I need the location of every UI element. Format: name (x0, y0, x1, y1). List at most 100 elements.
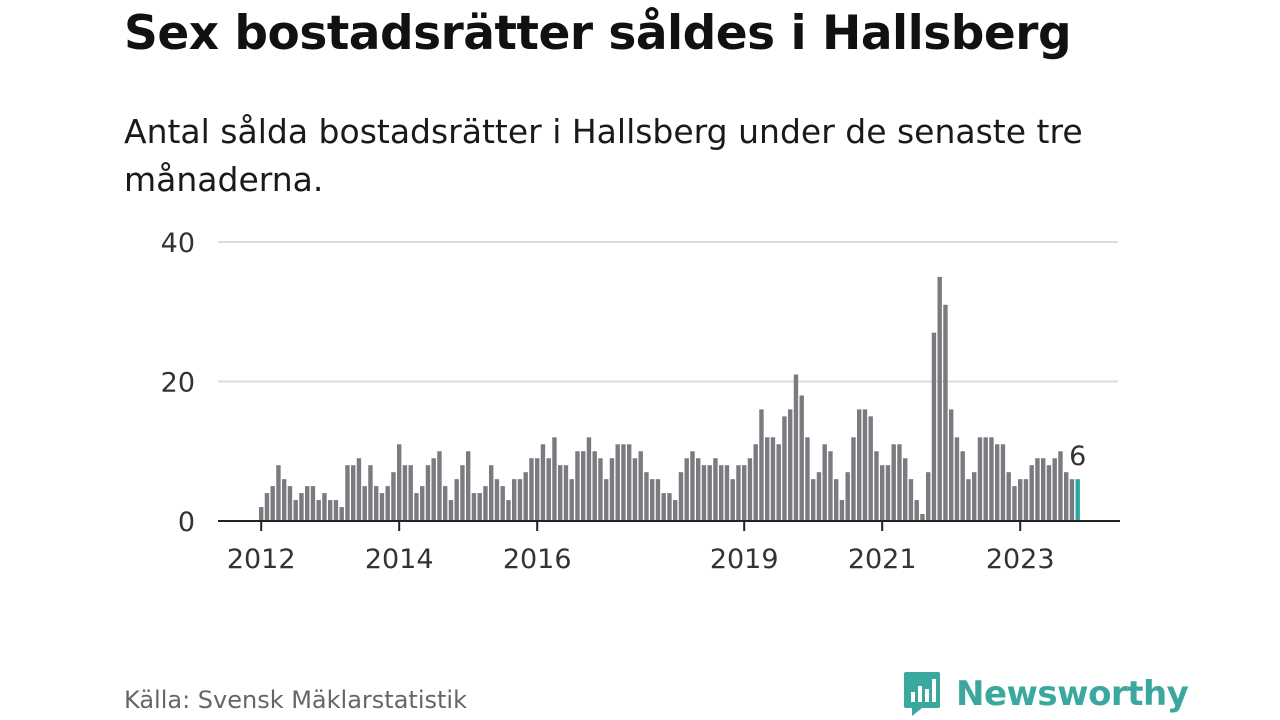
bar (793, 374, 799, 521)
tick-labels: 0 20 40 2012 2014 2016 2019 2021 2023 6 (161, 228, 1087, 575)
bar (1064, 472, 1069, 521)
bar (477, 493, 482, 521)
bar (1000, 444, 1006, 521)
bar (983, 437, 988, 521)
bar (506, 500, 511, 521)
bar (581, 451, 586, 521)
bar (471, 493, 477, 521)
bar (908, 479, 914, 521)
bar (920, 514, 925, 521)
bar (448, 500, 454, 521)
bar (454, 479, 459, 521)
bar (598, 458, 603, 521)
bar (914, 500, 919, 521)
bar-highlight (1075, 479, 1080, 521)
bar (368, 465, 373, 521)
bar (322, 493, 327, 521)
bar (1058, 451, 1063, 521)
bar (276, 465, 281, 521)
bar (1052, 458, 1057, 521)
bar (995, 444, 1000, 521)
bar (811, 479, 816, 521)
bar (862, 409, 868, 521)
bar (782, 416, 787, 521)
bar (943, 304, 948, 521)
source-note: Källa: Svensk Mäklarstatistik (124, 686, 467, 714)
bar (707, 465, 712, 521)
bar (466, 451, 471, 521)
chart-subtitle: Antal sålda bostadsrätter i Hallsberg un… (124, 112, 1083, 199)
bar (356, 458, 362, 521)
bar (857, 409, 862, 521)
bar (926, 472, 931, 521)
bar (408, 465, 413, 521)
bar (845, 472, 850, 521)
bar (460, 465, 465, 521)
bar (529, 458, 534, 521)
bar (776, 444, 781, 521)
bar (897, 444, 902, 521)
bar (1029, 465, 1034, 521)
bar (517, 479, 523, 521)
bar (954, 437, 960, 521)
bar (316, 500, 321, 521)
bar (540, 444, 546, 521)
last-value-label: 6 (1069, 441, 1086, 472)
bar (397, 444, 402, 521)
bar (621, 444, 626, 521)
bar (770, 437, 776, 521)
bar (512, 479, 517, 521)
bar (655, 479, 661, 521)
bar (305, 486, 310, 521)
bar (1023, 479, 1029, 521)
bar (437, 451, 442, 521)
bar (678, 472, 684, 521)
bar (333, 500, 339, 521)
bar (1035, 458, 1040, 521)
bar (644, 472, 649, 521)
bar (287, 486, 293, 521)
bar (552, 437, 557, 521)
bar (713, 458, 718, 521)
bar (673, 500, 678, 521)
bar (690, 451, 695, 521)
bar (402, 465, 408, 521)
bar (1041, 458, 1046, 521)
bar (931, 332, 937, 521)
bar (724, 465, 730, 521)
bar (569, 479, 574, 521)
bar (937, 276, 942, 521)
bar (828, 451, 833, 521)
bar (558, 465, 563, 521)
bar (443, 486, 448, 521)
bar (736, 465, 741, 521)
bar (282, 479, 287, 521)
bar (489, 465, 494, 521)
bar (362, 486, 367, 521)
bar (868, 416, 873, 521)
x-tick-label: 2014 (365, 544, 434, 575)
chart-title: Sex bostadsrätter såldes i Hallsberg (124, 6, 1072, 61)
bar (299, 493, 304, 521)
x-tick-label: 2012 (227, 544, 296, 575)
brand-name: Newsworthy (956, 674, 1189, 714)
bar (661, 493, 666, 521)
bar (730, 479, 735, 521)
bar (960, 451, 965, 521)
bar (759, 409, 764, 521)
bar (339, 507, 344, 521)
bars (259, 276, 1080, 521)
bar (701, 465, 707, 521)
bar (949, 409, 954, 521)
bar (788, 409, 793, 521)
bar (385, 486, 390, 521)
bar (563, 465, 569, 521)
x-tick-label: 2016 (503, 544, 572, 575)
bar (805, 437, 810, 521)
bar (259, 507, 264, 521)
bar (903, 458, 908, 521)
brand-logo[interactable]: Newsworthy (902, 670, 1189, 718)
bar (650, 479, 655, 521)
bar (374, 486, 379, 521)
bar (1012, 486, 1017, 521)
